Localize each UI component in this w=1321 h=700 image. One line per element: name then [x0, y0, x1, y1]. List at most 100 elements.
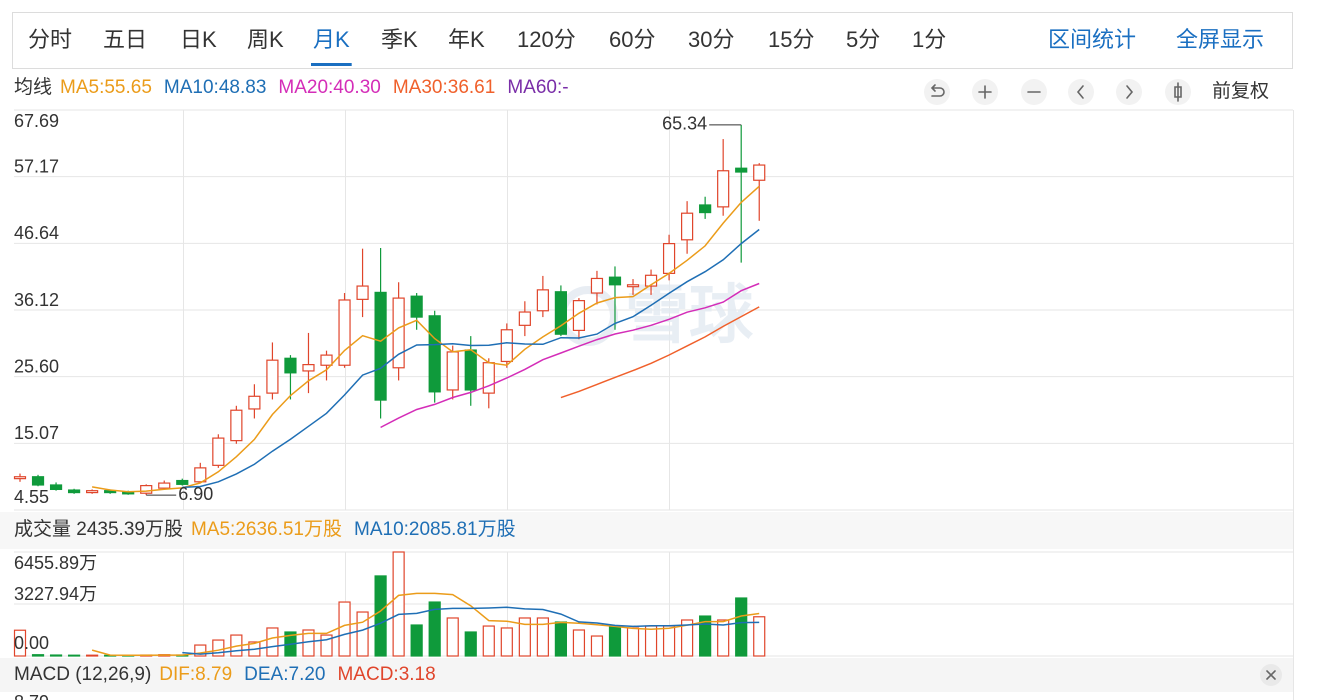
candle-body — [302, 364, 315, 372]
y-tick-label: 67.69 — [14, 111, 59, 131]
volume-bar — [572, 629, 586, 657]
ma-line — [91, 185, 760, 493]
candle-body — [464, 349, 477, 391]
candle-body — [356, 285, 369, 300]
candle-body — [67, 489, 81, 494]
prev-button[interactable] — [1068, 79, 1094, 105]
volume-bar — [374, 575, 387, 657]
next-button[interactable] — [1116, 79, 1142, 105]
ma-line — [182, 606, 760, 655]
tab[interactable]: 日K — [180, 27, 217, 52]
tool-glyph — [978, 85, 992, 99]
close-macd[interactable] — [1260, 664, 1282, 686]
tool-glyph — [1126, 85, 1134, 99]
toolbar-frame — [12, 12, 1293, 69]
volume-bar — [338, 601, 351, 657]
candle-body — [320, 354, 333, 366]
candle-body — [681, 212, 694, 241]
ma-line — [560, 306, 760, 399]
adjustment[interactable]: 前复权 — [1212, 80, 1269, 102]
volume-bar — [86, 654, 99, 657]
candle-body — [392, 297, 405, 369]
candle-style-button[interactable] — [1165, 79, 1191, 105]
volume-bar — [626, 627, 640, 657]
volume-bar — [681, 619, 694, 657]
tab[interactable]: 60分 — [609, 27, 655, 52]
volume-bar — [392, 551, 405, 657]
candle-body — [284, 357, 297, 374]
tool-bg[interactable] — [1068, 79, 1094, 105]
candle-body — [266, 359, 279, 394]
volume-bar — [735, 597, 748, 657]
volume-bar — [753, 616, 766, 657]
undo-button[interactable] — [924, 79, 950, 105]
ma-line — [182, 228, 760, 489]
tab[interactable]: 月K — [313, 27, 350, 52]
tab[interactable]: 15分 — [768, 27, 814, 52]
candle-body — [735, 167, 748, 173]
legend-item: MA5:2636.51万股 — [191, 519, 342, 540]
volume-bar — [717, 619, 730, 657]
volume-bar — [212, 639, 225, 657]
candle-body — [176, 479, 189, 485]
legend-title: MACD (12,26,9) — [14, 664, 151, 685]
legend-title: 成交量 2435.39万股 — [14, 518, 183, 540]
legend-item: MA30:36.61 — [393, 77, 495, 98]
volume-bar — [482, 625, 495, 657]
tab[interactable]: 120分 — [517, 27, 576, 52]
candle-body — [374, 291, 387, 401]
volume-bar — [500, 627, 513, 657]
volume-bar — [410, 624, 423, 657]
candle-body — [86, 490, 99, 494]
tab[interactable]: 1分 — [912, 27, 946, 52]
candle-body — [140, 485, 153, 494]
zoom-out-button[interactable] — [1021, 79, 1047, 105]
y-tick-label: 6455.89万 — [14, 553, 97, 573]
legend-item: MA5:55.65 — [60, 77, 152, 98]
ma-line — [91, 592, 760, 656]
tab-underline — [311, 63, 352, 66]
legend-item: MA10:2085.81万股 — [354, 519, 516, 540]
tab[interactable]: 5分 — [846, 27, 880, 52]
tab[interactable]: 年K — [448, 27, 485, 52]
y-tick-label: 57.17 — [14, 156, 59, 176]
tab[interactable]: 周K — [247, 27, 284, 52]
tab[interactable]: 分时 — [28, 27, 72, 52]
volume-bar — [194, 644, 207, 657]
toolbar-action[interactable]: 全屏显示 — [1176, 27, 1264, 52]
low-label: 6.90 — [178, 484, 213, 504]
watermark: 雪球 — [625, 279, 754, 351]
candle-body — [753, 164, 766, 181]
tab[interactable]: 五日 — [103, 27, 147, 52]
y-tick-label: 8.79 — [14, 692, 49, 700]
tool-bg[interactable] — [924, 79, 950, 105]
volume-bar — [644, 625, 658, 657]
y-tick-label: 46.64 — [14, 223, 59, 243]
volume-bar — [49, 654, 63, 657]
volume-bar — [266, 627, 279, 657]
volume-bar — [13, 629, 27, 657]
tab[interactable]: 季K — [381, 27, 418, 52]
candle-body — [536, 289, 549, 312]
legend-item: DEA:7.20 — [244, 664, 325, 685]
candle-body — [230, 409, 243, 442]
volume-bar — [67, 654, 81, 657]
toolbar-action[interactable]: 区间统计 — [1048, 27, 1136, 52]
legend-item: MA10:48.83 — [164, 77, 266, 98]
zoom-in-button[interactable] — [972, 79, 998, 105]
y-tick-label: 3227.94万 — [14, 584, 97, 604]
volume-bar — [590, 635, 604, 657]
candle-body — [410, 295, 423, 318]
candle-body — [31, 476, 45, 486]
candle-body — [608, 276, 622, 286]
candle-body — [554, 291, 568, 335]
volume-bar — [518, 617, 531, 657]
high-label: 65.34 — [662, 114, 707, 134]
y-tick-label: 15.07 — [14, 423, 59, 443]
vertical-grid — [183, 110, 670, 656]
tool-bg[interactable] — [1116, 79, 1142, 105]
tab[interactable]: 30分 — [688, 27, 734, 52]
candle-body — [446, 351, 459, 391]
legend-item: DIF:8.79 — [159, 664, 232, 685]
chart-tools — [924, 79, 1191, 105]
